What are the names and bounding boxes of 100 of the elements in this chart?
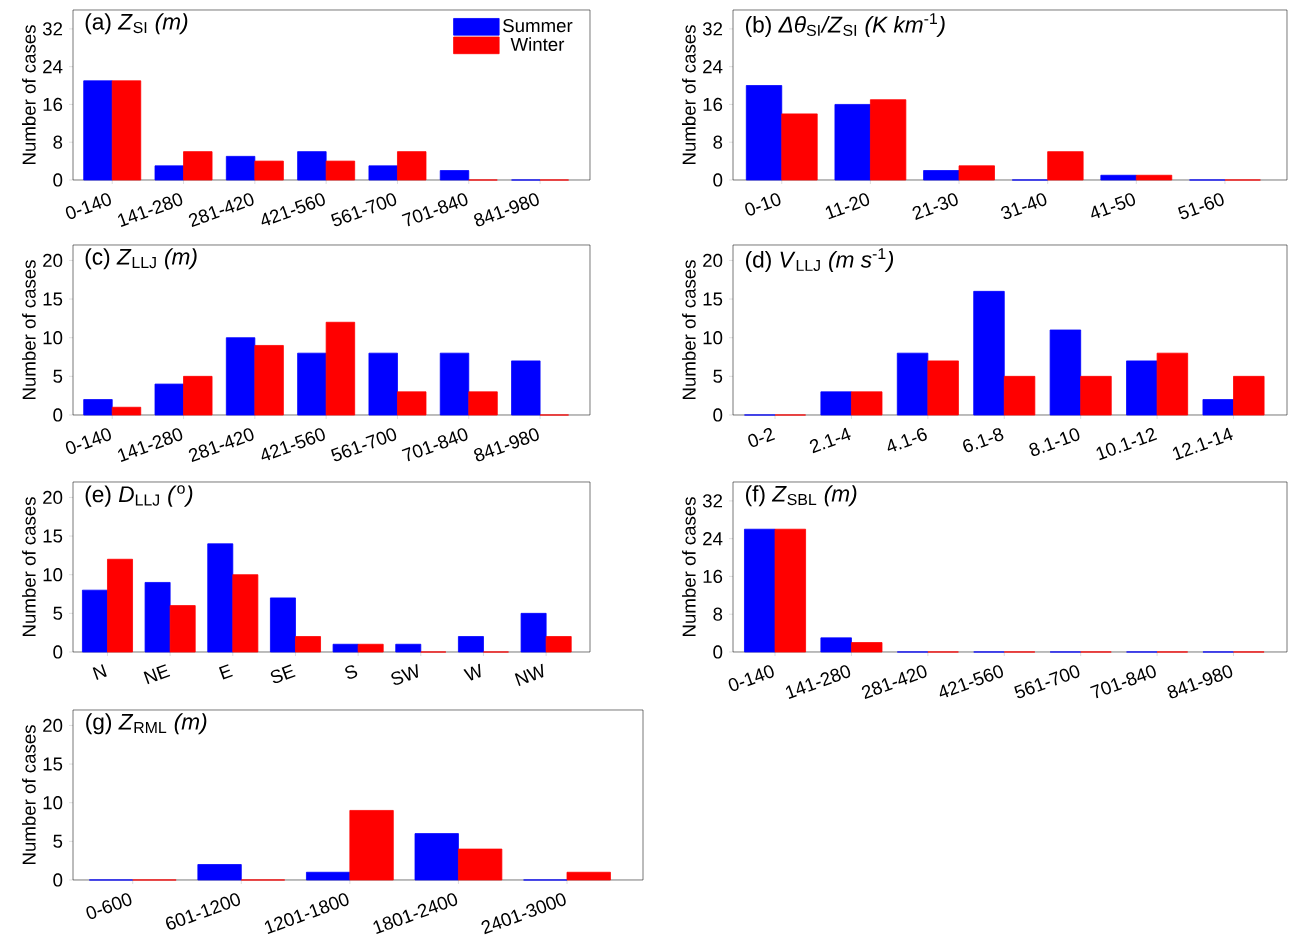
bar [439, 352, 470, 416]
bar [83, 80, 113, 181]
y-tick-label: 0 [53, 173, 63, 187]
bar [111, 80, 142, 181]
y-tick-label: 0 [53, 873, 63, 887]
x-tick-label: SE [270, 664, 296, 684]
y-axis-title: Number of cases [682, 260, 696, 400]
y-tick-label: 10 [703, 331, 723, 345]
y-tick-label: 16 [43, 97, 63, 112]
x-tick-label: 41-50 [1091, 193, 1136, 219]
bar [511, 360, 541, 416]
y-tick-label: 20 [43, 490, 63, 505]
bar [744, 528, 776, 653]
bar [368, 352, 398, 416]
x-tick-label: 0-2 [748, 428, 776, 447]
x-tick-label: 0-10 [745, 193, 781, 216]
x-tick-label: 6.1-8 [963, 428, 1004, 453]
bar [111, 406, 142, 416]
y-axis-title: Number of cases [22, 725, 36, 864]
bar [458, 636, 484, 653]
bar [870, 99, 907, 181]
bar [1049, 329, 1082, 416]
bar [357, 643, 384, 653]
y-tick-label: 5 [53, 606, 63, 620]
bar [927, 360, 959, 416]
bar [325, 321, 356, 416]
x-tick-label: 2.1-4 [809, 427, 851, 454]
y-tick-label: 16 [703, 569, 723, 584]
x-tick-label: 0-600 [86, 893, 132, 920]
y-tick-label: 0 [53, 645, 63, 659]
y-tick-label: 15 [43, 757, 63, 771]
y-tick-label: 8 [53, 135, 63, 149]
bar [1156, 352, 1189, 416]
x-tick-label: E [218, 664, 233, 680]
bar [923, 170, 960, 181]
bar [395, 643, 422, 653]
bar [851, 642, 883, 653]
y-tick-label: 10 [43, 796, 63, 810]
bar [958, 165, 995, 181]
bar [851, 391, 883, 416]
x-tick-label: SW [391, 663, 419, 685]
bar [1003, 375, 1036, 416]
bar [144, 582, 171, 653]
y-tick-label: 0 [713, 173, 723, 187]
chart-title: (f) Z$_{SBL}$ (m) [745, 485, 857, 507]
bar [1047, 151, 1084, 181]
y-tick-label: 24 [703, 532, 723, 546]
y-axis-title: Number of cases [22, 260, 36, 400]
y-axis-title: Number of cases [682, 25, 696, 165]
bar [834, 104, 871, 181]
bar [520, 612, 547, 653]
bar [254, 345, 284, 416]
bar [774, 528, 806, 653]
y-tick-label: 20 [43, 253, 63, 268]
bar [1080, 375, 1112, 416]
y-tick-label: 8 [713, 607, 723, 621]
bar [896, 352, 929, 416]
y-tick-label: 15 [43, 529, 63, 543]
bar [254, 160, 284, 181]
y-tick-label: 5 [713, 369, 723, 383]
bar [745, 85, 783, 181]
y-tick-label: 5 [53, 369, 63, 383]
bar [368, 165, 398, 181]
y-tick-label: 10 [43, 568, 63, 582]
x-tick-label: 4.1-6 [887, 428, 927, 452]
bar [332, 643, 359, 653]
y-axis-title: Number of cases [682, 497, 696, 637]
chart-title: (e) D$_{LLJ}$ ($^{o}$) [85, 485, 193, 507]
y-tick-label: 32 [702, 22, 723, 36]
bar [232, 574, 259, 653]
bar [397, 151, 427, 181]
legend-label: Winter [510, 37, 565, 52]
bar [207, 543, 234, 653]
x-tick-label: 0-140 [65, 193, 111, 220]
x-tick-label: 8.1-10 [1029, 428, 1080, 456]
bar [1202, 399, 1234, 416]
x-tick-label: NE [143, 664, 171, 685]
bar [781, 113, 818, 181]
bar [566, 871, 611, 881]
bar [820, 391, 852, 416]
x-tick-label: W [463, 663, 481, 681]
chart-title: (a) Z$_{SI}$ (m) [85, 13, 188, 35]
bar [306, 871, 351, 881]
bar [295, 636, 321, 653]
bar [82, 589, 108, 653]
bar [1233, 375, 1265, 416]
bar [270, 597, 296, 653]
bar [439, 170, 470, 181]
y-axis-title: Number of cases [22, 497, 36, 637]
chart-title: (b) Δθ$_{SI}$/Z$_{SI}$ (K km$^{-1}$) [745, 13, 945, 38]
y-axis-title: Number of cases [22, 25, 36, 165]
legend-label: Summer [503, 18, 573, 33]
y-tick-label: 10 [43, 331, 63, 345]
y-tick-label: 32 [702, 494, 723, 508]
bar [1126, 360, 1158, 416]
y-tick-label: 15 [703, 292, 723, 306]
bar [197, 864, 242, 881]
bar [83, 399, 113, 416]
bar [1135, 174, 1173, 181]
bar [225, 155, 256, 181]
